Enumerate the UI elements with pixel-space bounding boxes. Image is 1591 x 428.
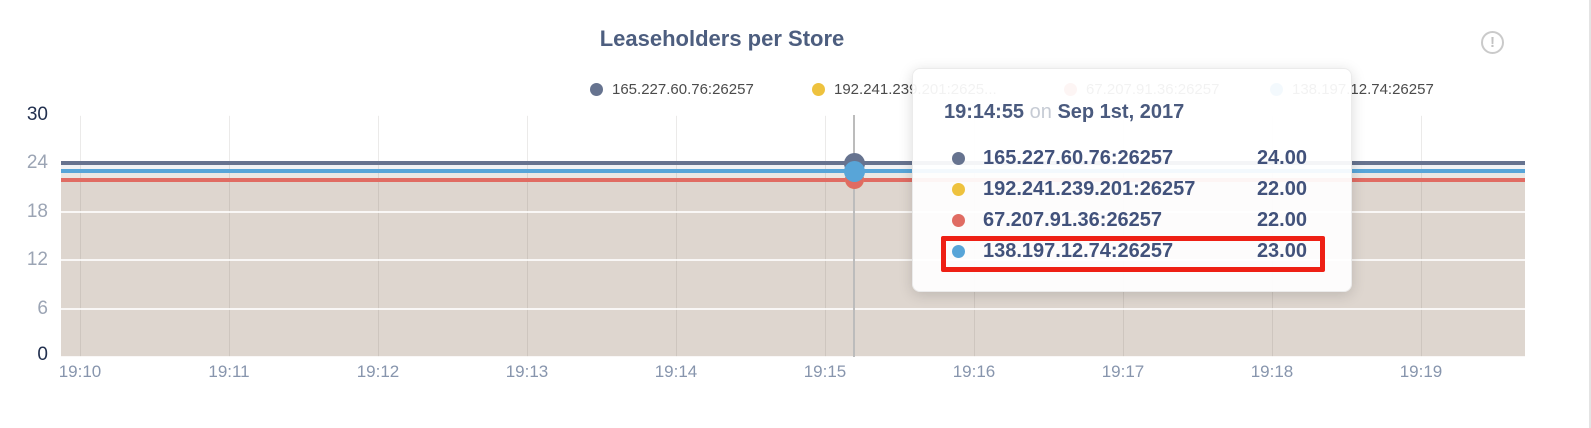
y-axis-label: 0 xyxy=(37,344,48,365)
chart-title: Leaseholders per Store xyxy=(599,26,845,51)
legend-dot-icon xyxy=(590,82,603,96)
hover-guideline xyxy=(853,115,855,357)
x-axis-label: 19:16 xyxy=(952,362,996,381)
h-gridline xyxy=(52,307,1532,310)
tooltip-conjunction: on xyxy=(1029,101,1052,123)
tooltip-series-name: 165.227.60.76:26257 xyxy=(983,146,1174,169)
v-gridline xyxy=(527,115,528,357)
tooltip-timestamp: 19:14:55 on Sep 1st, 2017 xyxy=(944,101,1184,124)
v-gridline xyxy=(676,115,677,357)
x-axis-label: 19:15 xyxy=(803,362,847,381)
y-axis-label: 12 xyxy=(26,249,48,270)
tooltip-series-value: 22.00 xyxy=(1256,177,1307,200)
h-gridline xyxy=(52,210,1532,213)
tooltip-series-name: 67.207.91.36:26257 xyxy=(983,208,1163,231)
hover-tooltip: 19:14:55 on Sep 1st, 2017 165.227.60.76:… xyxy=(912,68,1352,292)
tooltip-time: 19:14:55 xyxy=(944,101,1025,123)
tooltip-date: Sep 1st, 2017 xyxy=(1057,101,1185,123)
tooltip-series-value: 22.00 xyxy=(1256,208,1307,231)
tooltip-series-value: 23.00 xyxy=(1256,239,1307,262)
tooltip-row: 138.197.12.74:26257 23.00 xyxy=(944,238,1307,264)
v-gridline xyxy=(378,115,379,357)
series-line xyxy=(61,169,1525,174)
tooltip-row: 192.241.239.201:26257 22.00 xyxy=(944,176,1307,202)
tooltip-series-value: 24.00 xyxy=(1256,146,1307,169)
tooltip-row: 67.207.91.36:26257 22.00 xyxy=(944,207,1307,233)
y-axis-label: 18 xyxy=(26,201,48,222)
y-axis-label: 6 xyxy=(37,298,48,319)
x-axis-label: 19:17 xyxy=(1101,362,1145,381)
info-icon[interactable]: ! xyxy=(1481,31,1504,54)
v-gridline xyxy=(825,115,826,357)
x-axis-label: 19:14 xyxy=(654,362,698,381)
h-gridline xyxy=(52,259,1532,262)
x-axis-label: 19:13 xyxy=(505,362,549,381)
x-axis-label: 19:18 xyxy=(1250,362,1294,381)
v-gridline xyxy=(80,115,81,357)
x-axis-label: 19:19 xyxy=(1399,362,1443,381)
y-axis-label: 30 xyxy=(26,104,48,125)
tooltip-series-name: 192.241.239.201:26257 xyxy=(983,177,1196,200)
v-gridline xyxy=(1421,115,1422,357)
legend-dot-icon xyxy=(812,82,825,96)
h-gridline xyxy=(52,114,1532,116)
tooltip-row: 165.227.60.76:26257 24.00 xyxy=(944,145,1307,171)
data-point-dot[interactable] xyxy=(843,160,865,182)
x-axis-label: 19:10 xyxy=(58,362,102,381)
series-dot-icon xyxy=(952,213,965,227)
series-dot-icon xyxy=(952,182,965,196)
legend-label: 165.227.60.76:26257 xyxy=(612,80,754,98)
x-axis-label: 19:12 xyxy=(356,362,400,381)
y-axis-label: 24 xyxy=(26,152,48,173)
v-gridline xyxy=(229,115,230,357)
area-band-23-24 xyxy=(61,163,1525,172)
h-gridline xyxy=(52,356,1532,358)
series-dot-icon xyxy=(952,244,965,258)
x-axis-label: 19:11 xyxy=(208,362,250,381)
legend-item[interactable]: 165.227.60.76:26257 xyxy=(590,80,754,98)
series-line xyxy=(61,177,1525,182)
series-dot-icon xyxy=(952,151,965,165)
tooltip-series-name: 138.197.12.74:26257 xyxy=(983,239,1174,262)
area-band-22-23 xyxy=(61,171,1525,180)
series-line xyxy=(61,161,1525,166)
